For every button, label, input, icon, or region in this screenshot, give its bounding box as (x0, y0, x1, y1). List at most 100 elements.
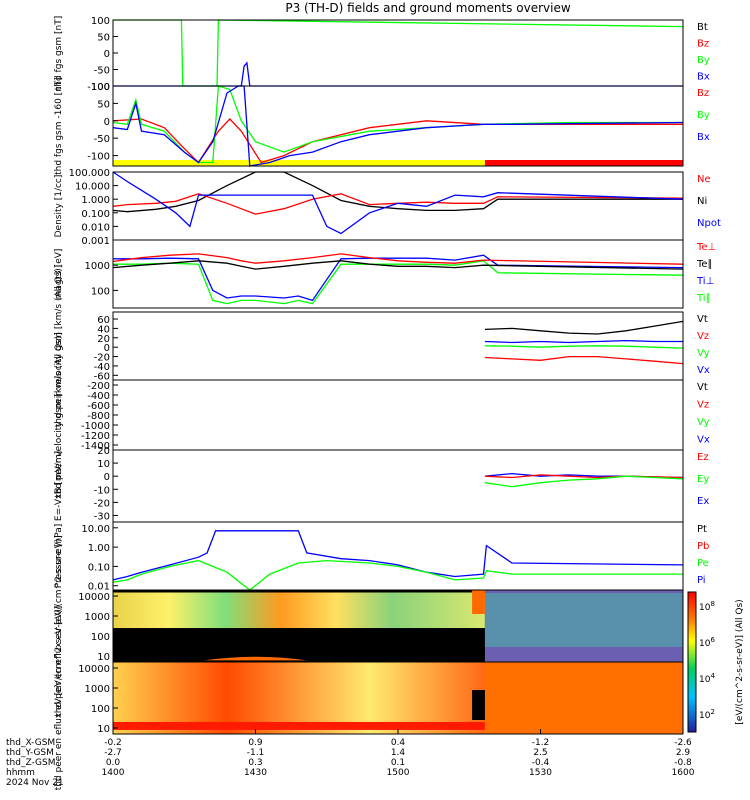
fgs_gsm_zoom-legend-2: Bx (697, 132, 710, 143)
axis-row-value: -2.7 (104, 748, 122, 758)
peir_velocity-legend-2: Vy (697, 348, 710, 359)
axis-row-value: -2.6 (674, 738, 692, 748)
peir_spec-ytick-label: 10000 (78, 592, 110, 603)
axis-row-value: 1430 (244, 768, 267, 778)
peir_velocity-ytick-label: 60 (97, 315, 110, 326)
axis-row-value: 1530 (529, 768, 552, 778)
pressure-legend-3: Pi (697, 575, 706, 586)
peir_velocity-series-3 (484, 355, 684, 365)
density-ytick-label: 10.000 (75, 182, 110, 193)
pressure-legend-1: Pb (697, 541, 709, 552)
peir_velocity-ytick-label: 0 (104, 343, 110, 354)
peer_velocity-legend-1: Vz (697, 400, 709, 411)
peer_spec-ytick-label: 100 (91, 704, 110, 715)
temperature-ytick-label: 1000 (85, 261, 110, 272)
colorbar-scale (687, 591, 697, 733)
fgs_gsm-ytick-label: -100 (87, 82, 110, 93)
axis-row-value: 1500 (387, 768, 410, 778)
colorbar-tick: 108 (699, 600, 715, 613)
axis-row-value: 2.5 (533, 748, 547, 758)
fgs_gsm-legend-0: Bt (697, 22, 708, 33)
fgs_gsm_zoom-series-0 (112, 118, 683, 164)
axis-row-label: thd_Y-GSM (6, 748, 54, 758)
peer_velocity-ytick-label: -200 (87, 381, 110, 392)
peer_velocity-legend-2: Vy (697, 417, 710, 428)
efield-ytick-label: -20 (94, 498, 110, 509)
pressure-legend-2: Pe (697, 558, 709, 569)
fgs_gsm-series-1 (113, 61, 683, 87)
density-series-2 (112, 171, 684, 235)
fgs_gsm-legend-1: Bz (697, 39, 709, 50)
axis-row-value: 0.1 (391, 758, 405, 768)
density-legend-0: Ne (697, 174, 711, 185)
peer_velocity-frame (112, 379, 684, 451)
peir_spec-ytick-label: 10 (97, 652, 110, 663)
temperature-legend-0: Te⊥ (696, 242, 716, 253)
colorbar-label: [eV/(cm^2-s-sr-eV)] (All Qs) (735, 599, 745, 724)
peer_velocity-ytick-label: -1400 (81, 441, 110, 452)
temperature-ytick-label: 100 (91, 286, 110, 297)
pressure-ytick-label: 1.00 (88, 543, 110, 554)
peir_velocity-series-2 (484, 345, 684, 349)
fgs_gsm-ylabel: thd fgs gsm [nT] (54, 16, 64, 91)
panel-fgs_gsm_zoom: 100 50 0 -50 -100 thd fgs gsm -160 [nT] Bz By Bx (54, 77, 710, 175)
pressure-ytick-label: 0.01 (88, 582, 110, 593)
axis-row-value: 0.3 (248, 758, 262, 768)
spectrogram-ion-arc (204, 656, 307, 661)
peer_spec-ytick-label: 10000 (78, 664, 110, 675)
panel-efield: 20 10 0 -10 -20 -30 E=-VxB [mV/m] Ez Ey Ex (54, 446, 709, 523)
temperature-series-3 (112, 253, 684, 265)
peir_velocity-legend-3: Vx (697, 365, 710, 376)
fgs_gsm-ytick-label: 100 (91, 16, 110, 27)
mode-bar-1 (484, 160, 683, 166)
panel-pressure: 10.00 1.00 0.10 0.01 Pressure [nPa] Pt Pb Pe Pi (54, 521, 709, 593)
peir_velocity-ytick-label: 20 (97, 334, 110, 345)
efield-ylabel: E=-VxB [mV/m] (54, 451, 64, 521)
pressure-series-0 (112, 530, 684, 581)
fgs_gsm_zoom-ylabel: thd fgs gsm -160 [nT] (54, 77, 64, 175)
peer_velocity-ytick-label: -1000 (81, 421, 110, 432)
efield-legend-0: Ez (697, 452, 709, 463)
efield-ytick-label: 0 (104, 472, 110, 483)
efield-ytick-label: 10 (97, 459, 110, 470)
peir_spec-ylabel: thd peir en eflux eV [eV/(cm^2-s-sr-eV)] (54, 535, 64, 717)
axis-row-label: hhmm (6, 768, 35, 778)
panel-peir_spec: 10000 1000 100 10 thd peir en eflux eV [eV/(… (54, 535, 684, 717)
pressure-ytick-label: 10.00 (81, 524, 110, 535)
axis-row-value: 2.9 (676, 748, 691, 758)
date-label: 2024 Nov 21 (6, 778, 64, 788)
peer_velocity-ytick-label: -1200 (81, 431, 110, 442)
axis-row-label: thd_Z-GSM (6, 758, 55, 768)
peer_velocity-ytick-label: -400 (87, 391, 110, 402)
axis-row-value: -1.2 (532, 738, 550, 748)
temperature-ylabel: magt3 [eV] (54, 249, 64, 300)
pressure-ytick-label: 0.10 (88, 562, 110, 573)
axis-row-value: 1400 (102, 768, 125, 778)
temperature-series-2 (112, 260, 684, 270)
peir_spec-ytick-label: 1000 (85, 612, 110, 623)
axis-row-value: 1600 (672, 768, 695, 778)
temperature-legend-2: Ti⊥ (696, 276, 714, 287)
panel-peer_spec: 10000 1000 100 10 thd peer en eflux eV [eV/(… (54, 606, 684, 790)
density-ylabel: Density [1/cc] (54, 175, 64, 238)
density-ytick-label: 100.000 (69, 168, 110, 179)
colorbar-tick: 102 (699, 708, 715, 721)
peir_velocity-legend-1: Vz (697, 331, 709, 342)
axis-row-value: -0.2 (104, 738, 122, 748)
panel-fgs_gsm: 100 50 0 -50 -100 thd fgs gsm [nT] Bt Bz By Bx (54, 16, 710, 93)
efield-ytick-label: 20 (97, 446, 110, 457)
fgs_gsm_zoom-ytick-label: 0 (104, 117, 110, 128)
temperature-series-0 (113, 254, 684, 302)
spectrogram-electron-post (484, 662, 683, 734)
efield-ytick-label: -10 (94, 485, 110, 496)
density-ytick-label: 0.100 (81, 209, 110, 220)
axis-row-value: -1.1 (247, 748, 265, 758)
efield-legend-1: Ey (697, 474, 709, 485)
peir_spec-ytick-label: 100 (91, 632, 110, 643)
peir_velocity-ytick-label: 40 (97, 324, 110, 335)
peer_spec-ytick-label: 10 (97, 724, 110, 735)
peir_velocity-series-1 (484, 339, 683, 344)
